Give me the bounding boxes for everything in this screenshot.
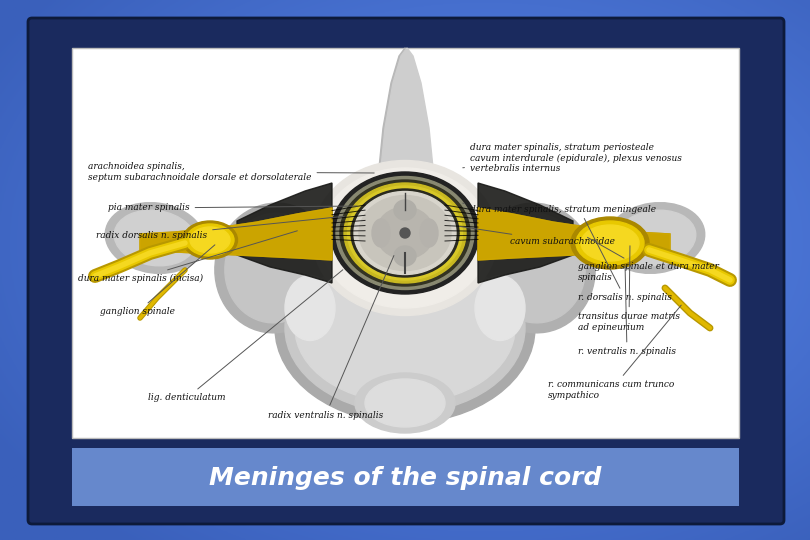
Ellipse shape (365, 379, 445, 427)
Text: ganglion spinale et dura mater
spinalis: ganglion spinale et dura mater spinalis (578, 238, 719, 282)
Text: ganglion spinale: ganglion spinale (100, 245, 215, 316)
Polygon shape (478, 208, 670, 260)
Ellipse shape (372, 219, 390, 247)
Ellipse shape (354, 192, 456, 274)
Polygon shape (478, 208, 670, 260)
Ellipse shape (420, 219, 438, 247)
Ellipse shape (285, 243, 525, 413)
Text: r. dorsalis n. spinalis: r. dorsalis n. spinalis (578, 219, 671, 302)
Ellipse shape (475, 203, 595, 333)
Ellipse shape (331, 172, 479, 294)
Text: radix dorsalis n. spinalis: radix dorsalis n. spinalis (96, 217, 344, 240)
Ellipse shape (275, 233, 535, 423)
Circle shape (400, 228, 410, 238)
Text: cavum subarachnoidae: cavum subarachnoidae (460, 226, 615, 246)
Ellipse shape (295, 253, 515, 403)
Ellipse shape (394, 246, 416, 266)
Ellipse shape (571, 217, 649, 269)
Ellipse shape (347, 186, 463, 280)
Ellipse shape (394, 200, 416, 220)
Ellipse shape (186, 224, 234, 256)
Ellipse shape (336, 177, 474, 289)
Ellipse shape (344, 183, 466, 283)
Polygon shape (379, 48, 435, 188)
Ellipse shape (576, 221, 644, 265)
FancyBboxPatch shape (72, 48, 739, 438)
Ellipse shape (340, 180, 470, 286)
Text: dura mater spinalis, stratum periosteale
cavum interdurale (epidurale), plexus v: dura mater spinalis, stratum periosteale… (463, 143, 682, 173)
Ellipse shape (182, 221, 237, 259)
Ellipse shape (605, 202, 705, 273)
Text: r. ventralis n. spinalis: r. ventralis n. spinalis (578, 266, 676, 356)
Ellipse shape (355, 373, 455, 433)
Polygon shape (237, 183, 332, 283)
Ellipse shape (614, 210, 696, 266)
Text: r. communicans cum trunco
sympathico: r. communicans cum trunco sympathico (548, 305, 681, 400)
Ellipse shape (190, 227, 230, 253)
Ellipse shape (285, 275, 335, 341)
Text: dura mater spinalis (incisa): dura mater spinalis (incisa) (78, 231, 297, 282)
Ellipse shape (320, 168, 490, 308)
Polygon shape (478, 183, 573, 283)
FancyBboxPatch shape (72, 448, 739, 506)
Ellipse shape (475, 275, 525, 341)
Text: dura mater spinalis, stratum meningeale: dura mater spinalis, stratum meningeale (463, 203, 656, 214)
Polygon shape (140, 208, 332, 260)
Ellipse shape (485, 213, 585, 323)
Ellipse shape (351, 189, 459, 277)
Text: transitus durae matris
ad epineurium: transitus durae matris ad epineurium (578, 246, 680, 332)
Polygon shape (377, 48, 433, 188)
Ellipse shape (225, 213, 325, 323)
Text: arachnoidea spinalis,
septum subarachnoidale dorsale et dorsolaterale: arachnoidea spinalis, septum subarachnoi… (88, 163, 374, 181)
Polygon shape (140, 208, 332, 260)
Ellipse shape (114, 210, 196, 266)
Ellipse shape (581, 225, 639, 261)
Ellipse shape (105, 202, 205, 273)
Ellipse shape (359, 195, 451, 271)
Text: Meninges of the spinal cord: Meninges of the spinal cord (209, 466, 601, 490)
FancyBboxPatch shape (28, 18, 784, 524)
Text: lig. denticulatum: lig. denticulatum (148, 270, 343, 402)
Text: radix ventralis n. spinalis: radix ventralis n. spinalis (268, 255, 394, 420)
Text: pia mater spinalis: pia mater spinalis (108, 204, 357, 213)
Ellipse shape (215, 203, 335, 333)
Ellipse shape (376, 207, 434, 259)
Ellipse shape (313, 160, 497, 315)
